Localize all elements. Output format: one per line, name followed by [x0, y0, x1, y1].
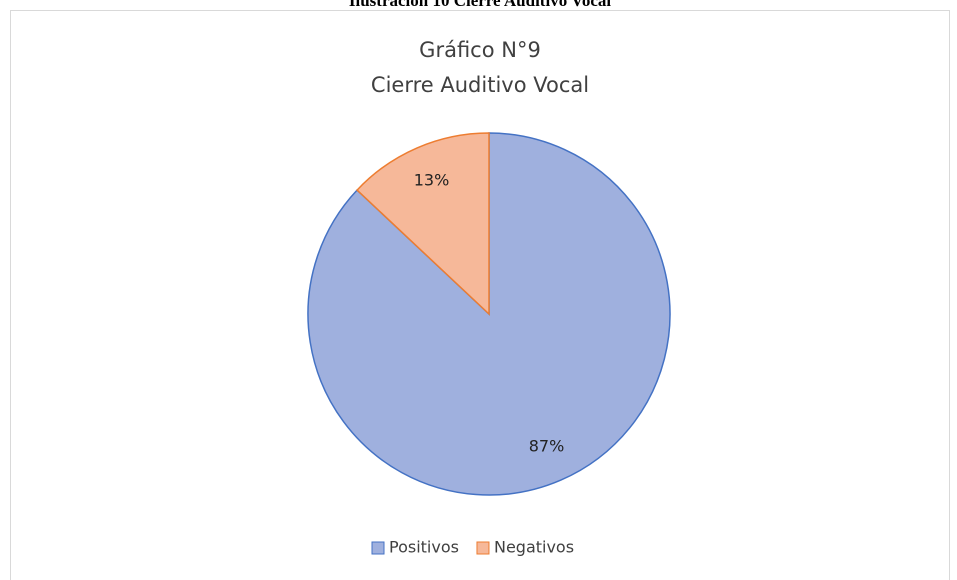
legend-swatch [476, 541, 490, 555]
legend-swatch [371, 541, 385, 555]
chart-title: Gráfico N°9 [419, 38, 541, 62]
data-label: 87% [529, 436, 565, 455]
legend-label: Positivos [389, 538, 459, 557]
legend-label: Negativos [494, 538, 574, 557]
pie-slice [355, 132, 490, 316]
caption: Ilustración 10 Cierre Auditivo Vocal [349, 0, 612, 10]
data-label: 13% [414, 171, 450, 190]
chart-title: Cierre Auditivo Vocal [371, 73, 589, 97]
